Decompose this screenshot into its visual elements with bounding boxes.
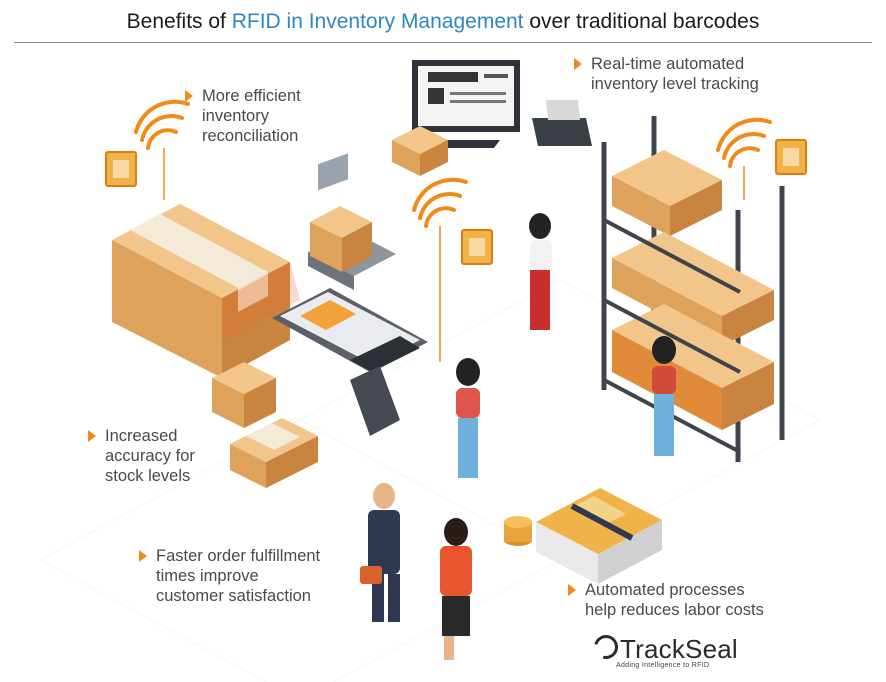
worker-woman-3	[652, 336, 676, 456]
benefit-labor-costs: Automated processes help reduces labor c…	[568, 580, 764, 620]
benefit-reconciliation: More efficient inventory reconciliation	[185, 86, 301, 146]
box-with-label	[392, 126, 448, 176]
logo-tagline: Adding Intelligence to RFID	[616, 662, 710, 669]
bullet-arrow-icon	[568, 584, 576, 596]
businessman	[360, 483, 400, 622]
bullet-arrow-icon	[139, 550, 147, 562]
monitor-icon	[412, 60, 520, 148]
worker-woman-1	[529, 213, 552, 330]
scanner-icon	[272, 288, 428, 436]
benefit-accuracy: Increased accuracy for stock levels	[88, 426, 195, 486]
coin-stack-icon	[504, 516, 532, 546]
benefit-realtime-tracking: Real-time automated inventory level trac…	[574, 54, 759, 94]
logo-ring-icon	[589, 630, 623, 664]
logo-brand: TrackSeal	[620, 634, 738, 664]
page-title: Benefits of RFID in Inventory Management…	[126, 10, 760, 33]
shelf-boxes	[612, 150, 774, 430]
small-boxes	[212, 362, 318, 488]
wifi-signal-icon	[134, 99, 772, 228]
title-divider	[14, 42, 872, 43]
benefit-fulfillment: Faster order fulfillment times improve c…	[139, 546, 320, 606]
weighing-scale	[308, 153, 396, 290]
warehouse-illustration	[38, 60, 822, 682]
bullet-arrow-icon	[574, 58, 582, 70]
bullet-arrow-icon	[88, 430, 96, 442]
money-stack-icon	[536, 488, 662, 584]
bullet-arrow-icon	[185, 90, 193, 102]
printer-icon	[532, 100, 592, 146]
trackseal-logo: TrackSeal Adding Intelligence to RFID	[589, 630, 738, 669]
businesswoman	[440, 518, 472, 660]
worker-woman-2	[456, 358, 480, 478]
large-box	[112, 204, 300, 378]
title-highlight: RFID in Inventory Management	[231, 10, 524, 33]
